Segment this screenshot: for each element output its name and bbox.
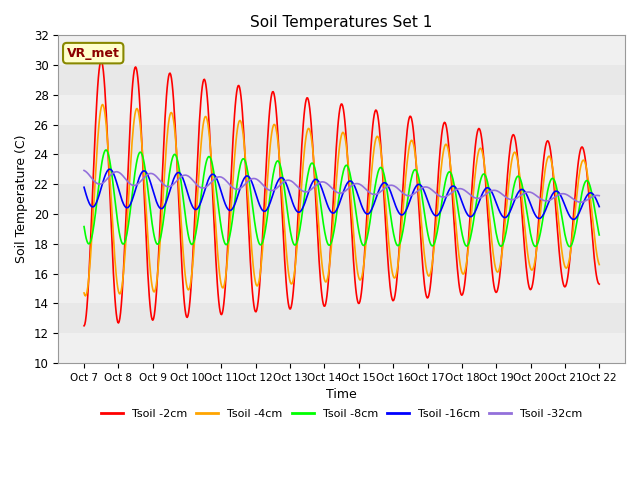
X-axis label: Time: Time bbox=[326, 388, 357, 401]
Title: Soil Temperatures Set 1: Soil Temperatures Set 1 bbox=[250, 15, 433, 30]
Text: VR_met: VR_met bbox=[67, 47, 120, 60]
Bar bbox=[58, 214, 625, 244]
Bar bbox=[58, 95, 625, 125]
Bar bbox=[58, 36, 625, 65]
Bar bbox=[58, 333, 625, 363]
Bar bbox=[58, 155, 625, 184]
Y-axis label: Soil Temperature (C): Soil Temperature (C) bbox=[15, 135, 28, 264]
Bar bbox=[58, 274, 625, 303]
Legend: Tsoil -2cm, Tsoil -4cm, Tsoil -8cm, Tsoil -16cm, Tsoil -32cm: Tsoil -2cm, Tsoil -4cm, Tsoil -8cm, Tsoi… bbox=[97, 404, 587, 423]
